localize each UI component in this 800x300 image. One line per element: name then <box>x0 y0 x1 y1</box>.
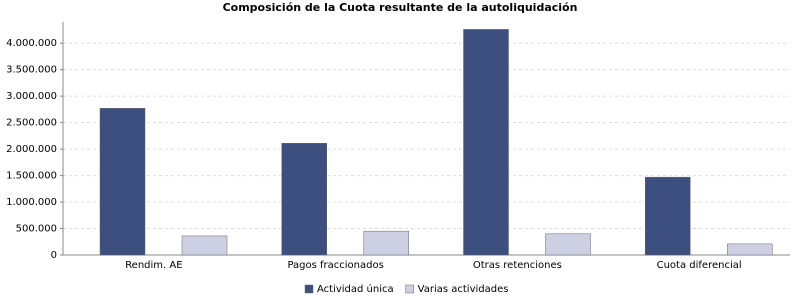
bar <box>99 108 146 256</box>
x-tick-label: Rendim. AE <box>125 260 182 271</box>
bar <box>463 29 509 256</box>
bar <box>645 176 691 256</box>
y-tick-label: 500.000 <box>16 224 57 235</box>
y-tick-label: 3.500.000 <box>6 65 57 76</box>
bar <box>181 235 228 256</box>
y-tick-label: 1.500.000 <box>6 171 57 182</box>
legend-swatch <box>405 284 414 294</box>
y-tick-label: 3.000.000 <box>6 91 57 102</box>
x-tick-label: Pagos fraccionados <box>287 260 383 271</box>
y-tick-label: 0 <box>51 250 57 261</box>
legend-label: Varias actividades <box>418 284 509 295</box>
y-tick-label: 4.000.000 <box>6 38 57 49</box>
chart-title: Composición de la Cuota resultante de la… <box>223 1 578 14</box>
bar <box>281 143 327 256</box>
x-tick-label: Otras retenciones <box>473 260 562 271</box>
legend-label: Actividad única <box>317 283 394 295</box>
bar <box>545 233 591 256</box>
y-tick-label: 2.500.000 <box>6 118 57 129</box>
bar <box>727 243 773 256</box>
legend-swatch <box>304 284 314 294</box>
y-tick-label: 2.000.000 <box>6 144 57 155</box>
x-tick-label: Cuota diferencial <box>657 260 742 271</box>
y-tick-label: 1.000.000 <box>6 197 57 208</box>
bar <box>363 230 409 256</box>
